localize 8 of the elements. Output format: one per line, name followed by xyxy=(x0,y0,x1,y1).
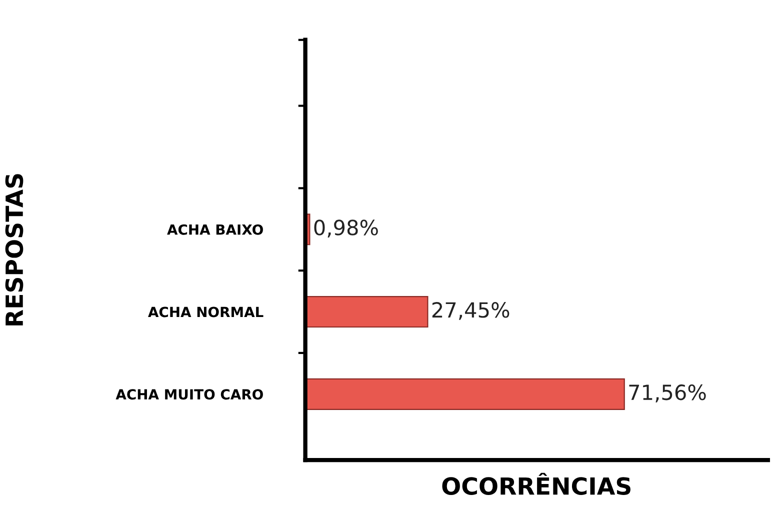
data-label: 0,98% xyxy=(314,220,378,238)
x-axis-title: OCORRÊNCIAS xyxy=(442,472,630,495)
y-axis-title: RESPOSTAS xyxy=(5,174,24,326)
data-label: 71,56% xyxy=(629,384,706,402)
y-tick-label: ACHA NORMAL xyxy=(148,306,264,318)
data-label: 27,45% xyxy=(432,302,510,320)
y-tick-label: ACHA MUITO CARO xyxy=(116,389,263,400)
y-tick-label: ACHA BAIXO xyxy=(167,224,263,235)
